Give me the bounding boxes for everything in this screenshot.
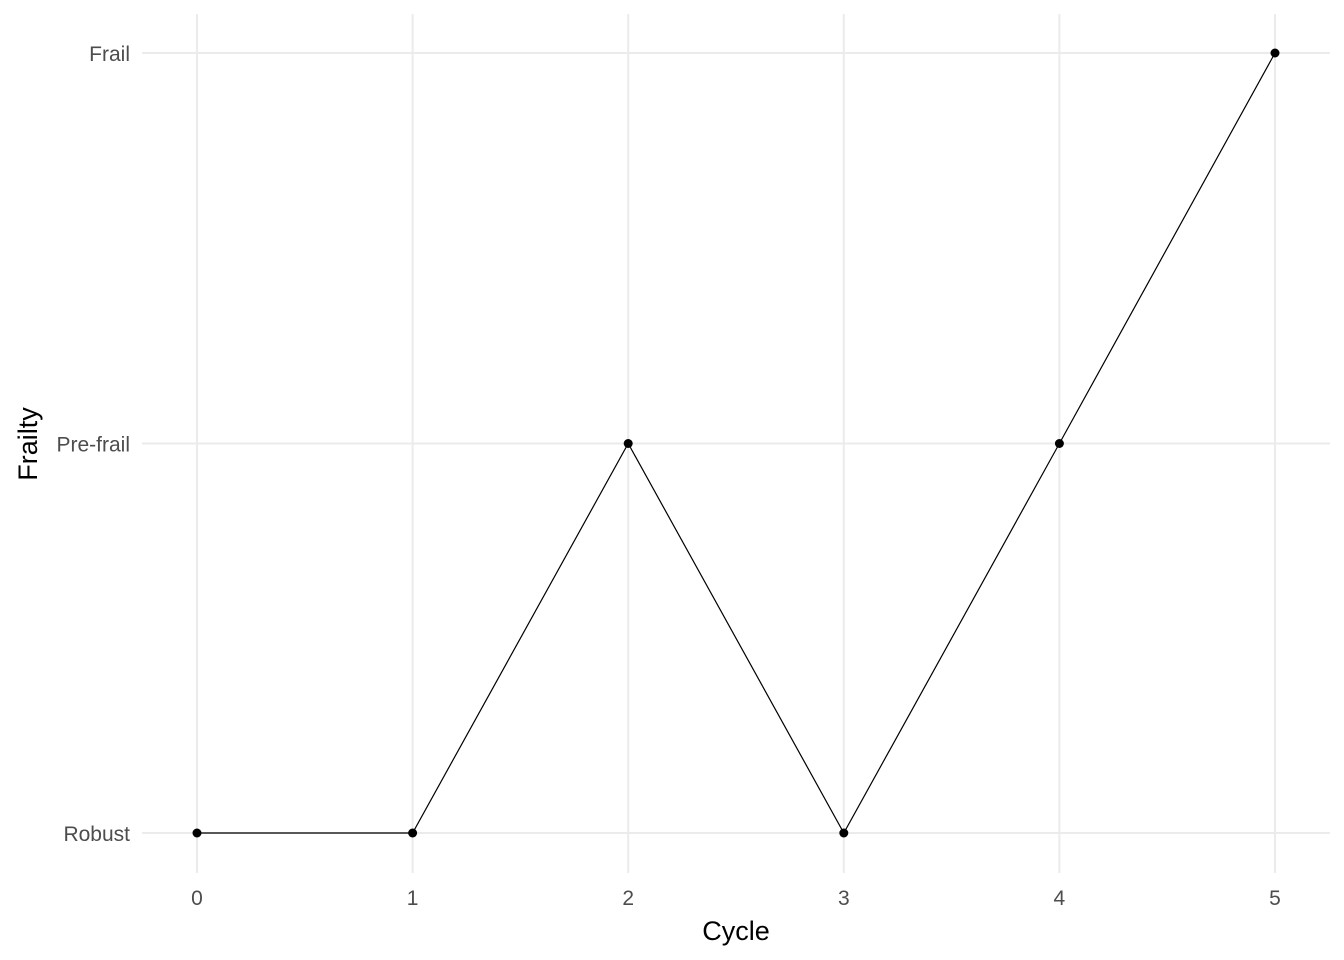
y-tick-label: Robust — [63, 823, 130, 846]
x-tick-label: 5 — [1269, 887, 1281, 910]
data-point — [623, 439, 633, 448]
y-axis-title: Frailty — [13, 407, 43, 481]
x-tick-label: 4 — [1054, 887, 1066, 910]
series-line — [197, 52, 1276, 835]
y-tick-label: Frail — [89, 43, 130, 66]
gridlines — [142, 14, 1330, 873]
x-tick-label: 0 — [191, 887, 203, 910]
x-tick-label: 1 — [407, 887, 419, 910]
data-series — [192, 48, 1280, 838]
data-point — [839, 828, 849, 838]
y-tick-label: Pre-frail — [56, 434, 130, 457]
x-axis-title: Cycle — [702, 916, 770, 946]
x-axis-ticks: 0 1 2 3 4 5 — [191, 887, 1281, 910]
y-axis-ticks: Robust Pre-frail Frail — [56, 43, 130, 846]
data-point — [408, 828, 418, 838]
x-tick-label: 3 — [838, 887, 850, 910]
data-point — [192, 828, 202, 838]
data-point — [1054, 439, 1064, 448]
x-tick-label: 2 — [622, 887, 634, 910]
data-point — [1270, 48, 1280, 58]
